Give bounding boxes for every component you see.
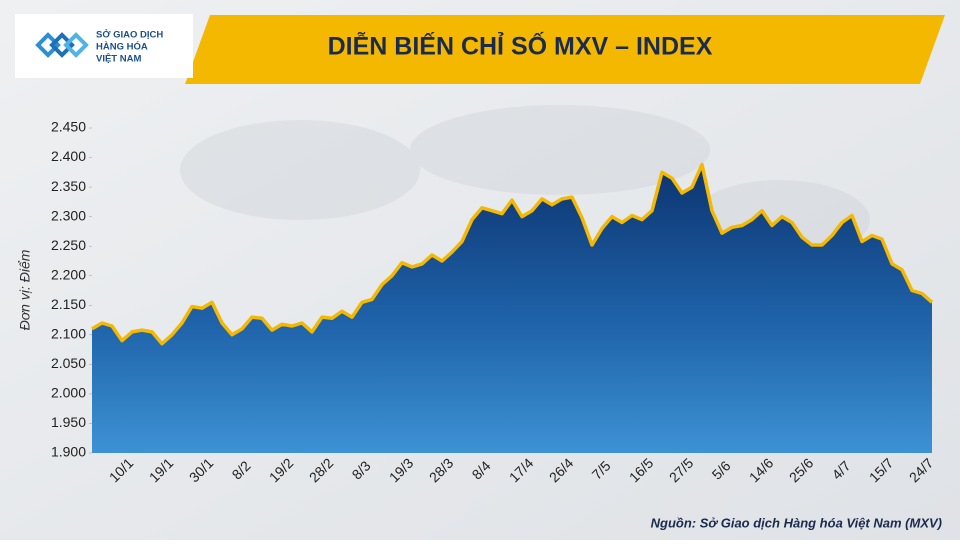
y-tick-label: 2.400 xyxy=(51,148,86,164)
y-tick-label: 2.100 xyxy=(51,326,86,342)
area xyxy=(92,164,932,453)
logo-text: SỞ GIAO DỊCH xyxy=(96,29,163,41)
title-banner xyxy=(185,15,945,84)
line xyxy=(91,162,934,346)
y-tick-label: 2.350 xyxy=(51,178,86,194)
source-note: Nguồn: Sở Giao dịch Hàng hóa Việt Nam (M… xyxy=(651,515,942,530)
y-tick-label: 1.950 xyxy=(51,414,86,430)
y-axis-label: Đơn vị: Điểm xyxy=(17,249,33,330)
y-tick-label: 2.200 xyxy=(51,266,86,282)
y-tick-label: 2.250 xyxy=(51,237,86,253)
y-tick-label: 2.150 xyxy=(51,296,86,312)
y-tick-label: 2.000 xyxy=(51,385,86,401)
logo-box xyxy=(15,14,193,78)
chart-title: DIỄN BIẾN CHỈ SỐ MXV – INDEX xyxy=(328,31,713,61)
logo-mark xyxy=(35,32,89,58)
y-tick-label: 2.300 xyxy=(51,207,86,223)
logo-text: HÀNG HÓA xyxy=(96,41,148,53)
y-tick-label: 2.050 xyxy=(51,355,86,371)
y-tick-label: 2.450 xyxy=(51,119,86,135)
logo-text: VIỆT NAM xyxy=(96,53,141,65)
y-tick-label: 1.900 xyxy=(51,444,86,460)
